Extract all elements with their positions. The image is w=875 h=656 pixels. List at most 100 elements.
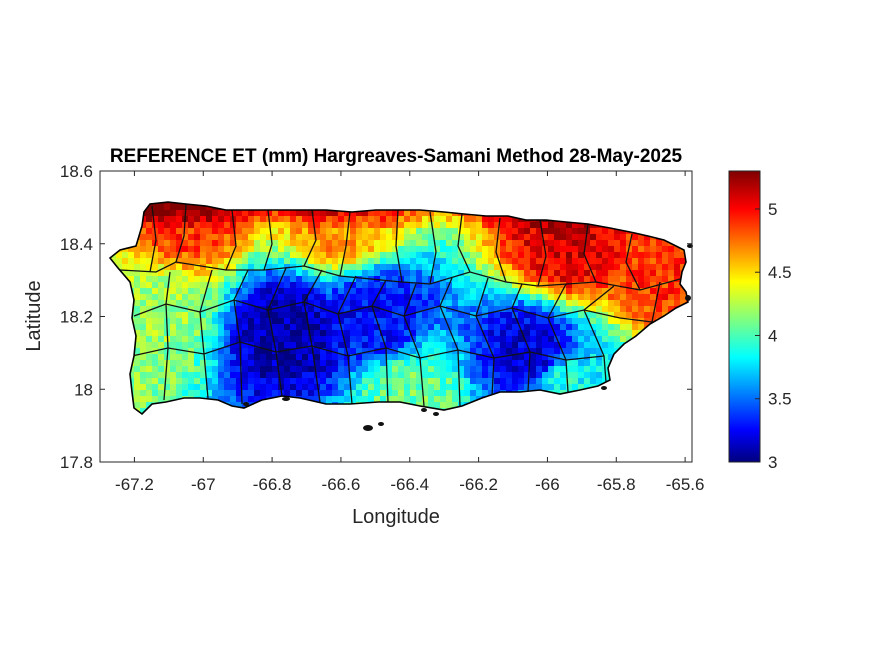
heat-cell [338, 258, 345, 265]
heat-cell [452, 360, 459, 367]
heat-cell [128, 264, 135, 271]
heat-cell [476, 246, 483, 253]
heat-cell [332, 210, 339, 217]
heat-cell [206, 294, 213, 301]
heat-cell [572, 324, 579, 331]
heat-cell [212, 270, 219, 277]
heat-cell [566, 270, 573, 277]
heat-cell [140, 228, 147, 235]
heat-cell [236, 234, 243, 241]
heat-cell [416, 276, 423, 283]
heat-cell [224, 252, 231, 259]
heat-cell [260, 276, 267, 283]
heat-cell [410, 222, 417, 229]
heat-cell [206, 210, 213, 217]
heat-cell [596, 336, 603, 343]
heat-cell [206, 336, 213, 343]
heat-cell [398, 330, 405, 337]
heat-cell [344, 366, 351, 373]
colorbar-tick-label: 3.5 [768, 390, 792, 409]
heat-cell [164, 270, 171, 277]
heat-cell [524, 360, 531, 367]
heat-cell [248, 354, 255, 361]
heat-cell [200, 324, 207, 331]
heat-cell [362, 396, 369, 403]
heat-cell [392, 216, 399, 223]
heat-cell [602, 330, 609, 337]
heat-cell [668, 264, 675, 271]
heat-cell [632, 306, 639, 313]
heat-cell [182, 324, 189, 331]
heat-cell [194, 312, 201, 319]
heat-cell [152, 390, 159, 397]
heat-cell [692, 396, 699, 403]
heat-cell [170, 372, 177, 379]
heat-cell [242, 210, 249, 217]
heat-cell [518, 240, 525, 247]
heat-cell [416, 366, 423, 373]
municipality-boundary [403, 283, 425, 407]
heat-cell [548, 270, 555, 277]
heat-cell [248, 300, 255, 307]
heat-cell [350, 342, 357, 349]
heat-cell [146, 216, 153, 223]
heat-cell [452, 228, 459, 235]
heat-cell [524, 252, 531, 259]
heat-cell [308, 300, 315, 307]
heat-cell [158, 390, 165, 397]
heat-cell [350, 378, 357, 385]
heat-cell [242, 390, 249, 397]
heat-cell [392, 300, 399, 307]
heat-cell [566, 234, 573, 241]
heat-cell [296, 378, 303, 385]
heat-cell [212, 228, 219, 235]
heat-cell [512, 216, 519, 223]
heat-cell [284, 324, 291, 331]
heat-cell [446, 228, 453, 235]
heat-cell [242, 354, 249, 361]
heat-cell [326, 378, 333, 385]
heat-cell [314, 372, 321, 379]
heat-cell [164, 228, 171, 235]
heat-cell [320, 300, 327, 307]
heat-cell [326, 282, 333, 289]
heat-cell [368, 360, 375, 367]
heat-cell [392, 312, 399, 319]
heat-cell [200, 210, 207, 217]
heat-cell [572, 222, 579, 229]
heat-cell [290, 294, 297, 301]
heat-cell [518, 372, 525, 379]
heat-cell [518, 360, 525, 367]
heat-cell [626, 330, 633, 337]
heat-cell [494, 288, 501, 295]
heat-cell [224, 324, 231, 331]
heat-cell [518, 318, 525, 325]
heat-cell [500, 366, 507, 373]
heat-cell [224, 222, 231, 229]
heat-cell [374, 216, 381, 223]
heat-cell [398, 318, 405, 325]
heat-cell [422, 396, 429, 403]
heat-cell [308, 240, 315, 247]
heat-cell [266, 390, 273, 397]
heat-cell [260, 312, 267, 319]
heat-cell [530, 336, 537, 343]
heat-cell [392, 318, 399, 325]
heat-cell [482, 288, 489, 295]
heat-cell [200, 306, 207, 313]
heat-cell [620, 294, 627, 301]
heat-cell [584, 384, 591, 391]
heat-cell [524, 306, 531, 313]
heat-cell [140, 258, 147, 265]
heat-cell [524, 348, 531, 355]
heat-cell [458, 366, 465, 373]
heat-cell [512, 270, 519, 277]
heat-cell [248, 360, 255, 367]
heat-cell [356, 216, 363, 223]
heat-cell [170, 276, 177, 283]
heat-cell [464, 234, 471, 241]
heat-cell [518, 288, 525, 295]
heat-cell [200, 312, 207, 319]
heat-cell [164, 366, 171, 373]
heat-cell [602, 378, 609, 385]
